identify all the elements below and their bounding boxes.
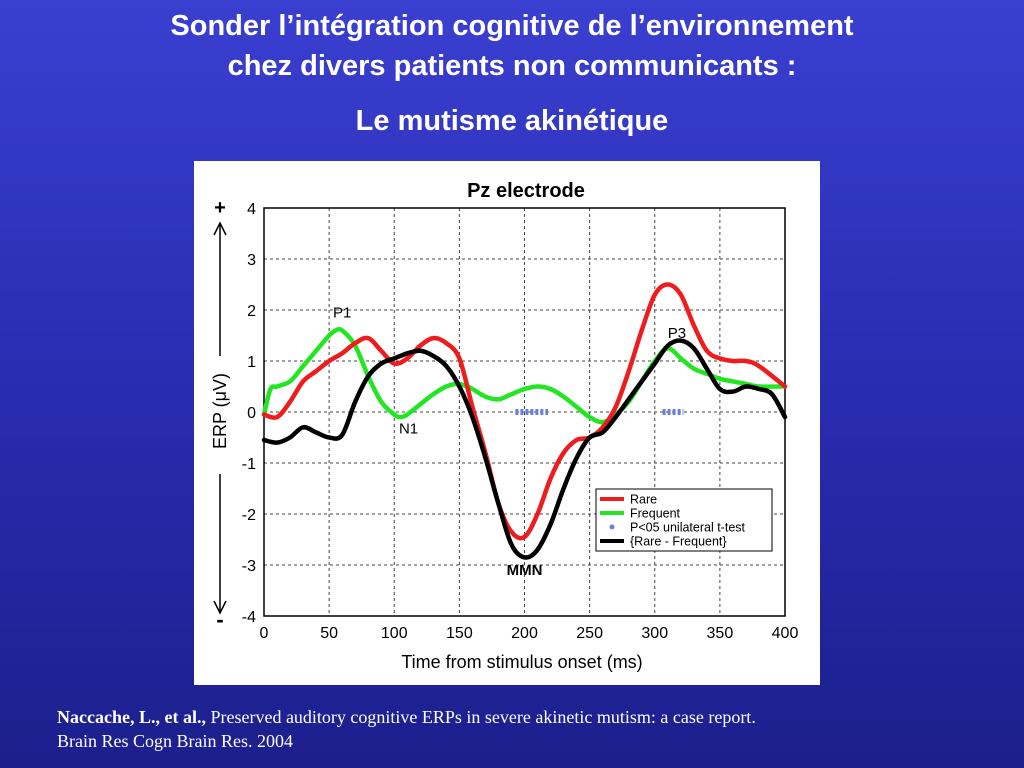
erp-figure: 0 50 100 150 200 250 300 350 400 4 3 2 1 0 -1 -2 -3 -4 P… xyxy=(194,161,820,685)
series-line-difference xyxy=(261,338,788,560)
x-tick-label: 250 xyxy=(576,625,603,642)
x-tick-label: 200 xyxy=(511,625,538,642)
legend-label: Rare xyxy=(630,493,657,507)
x-tick-label: 150 xyxy=(446,625,473,642)
annotation-n1: N1 xyxy=(399,420,418,437)
y-tick-label: -4 xyxy=(242,609,256,626)
x-tick-label: 50 xyxy=(320,625,338,642)
series-line-frequent xyxy=(261,326,788,425)
slide-title-line-2: chez divers patients non communicants : xyxy=(227,50,797,82)
annotation-p1: P1 xyxy=(333,305,351,322)
polarity-plus: + xyxy=(214,197,226,219)
chart-title: Pz electrode xyxy=(467,180,585,202)
y-tick-label: 3 xyxy=(247,252,256,269)
arrowhead-down xyxy=(213,600,227,615)
x-tick-label: 0 xyxy=(260,625,269,642)
y-tick-label: -1 xyxy=(242,456,256,473)
y-tick-labels: 4 3 2 1 0 -1 -2 -3 -4 xyxy=(242,201,256,626)
y-axis-label: ERP (μV) xyxy=(210,373,230,449)
annotation-p3: P3 xyxy=(668,325,686,342)
x-tick-label: 300 xyxy=(641,625,668,642)
legend-box xyxy=(595,488,773,552)
citation: Naccache, L., et al., Preserved auditory… xyxy=(57,705,997,753)
y-tick-label: 4 xyxy=(247,201,256,218)
slide-subtitle: Le mutisme akinétique xyxy=(355,105,669,137)
annotations: P1 N1 MMN P3 xyxy=(333,305,686,580)
legend-label: {Rare - Frequent} xyxy=(630,535,727,549)
chart-grid xyxy=(263,207,786,617)
y-tick-label: 0 xyxy=(247,405,256,422)
series-line-rare xyxy=(261,282,788,541)
annotation-mmn: MMN xyxy=(507,562,543,579)
citation-journal: Brain Res Cogn Brain Res. 2004 xyxy=(57,731,293,751)
erp-chart: 0 50 100 150 200 250 300 350 400 4 3 2 1 0 -1 -2 -3 -4 P… xyxy=(210,180,799,672)
series-layer xyxy=(261,282,788,560)
slide-title-line-1: Sonder l’intégration cognitive de l’envi… xyxy=(170,10,854,42)
polarity-minus: - xyxy=(216,607,223,632)
y-tick-label: -2 xyxy=(242,507,256,524)
x-axis-label: Time from stimulus onset (ms) xyxy=(401,652,642,672)
legend-label: Frequent xyxy=(630,507,681,521)
x-tick-label: 400 xyxy=(772,625,799,642)
citation-title: Preserved auditory cognitive ERPs in sev… xyxy=(205,707,756,727)
y-tick-label: 2 xyxy=(247,303,256,320)
legend-marker xyxy=(609,524,615,530)
arrowhead-up xyxy=(213,221,227,236)
x-tick-label: 100 xyxy=(381,625,408,642)
legend-label: P<05 unilateral t-test xyxy=(630,521,746,535)
y-tick-label: 1 xyxy=(247,354,256,371)
slide-title: Sonder l’intégration cognitive de l’envi… xyxy=(0,6,1024,86)
y-tick-label: -3 xyxy=(242,558,256,575)
citation-authors: Naccache, L., et al., xyxy=(57,707,206,727)
polarity-indicator: +- xyxy=(213,197,227,632)
x-tick-label: 350 xyxy=(707,625,734,642)
x-tick-labels: 0 50 100 150 200 250 300 350 400 xyxy=(260,625,799,642)
